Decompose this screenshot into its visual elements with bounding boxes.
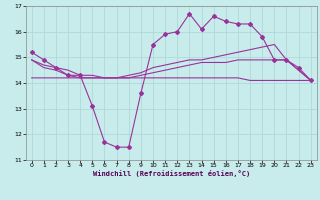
X-axis label: Windchill (Refroidissement éolien,°C): Windchill (Refroidissement éolien,°C) [92,170,250,177]
